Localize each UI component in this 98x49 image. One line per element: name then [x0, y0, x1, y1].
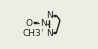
- Text: O: O: [26, 19, 33, 28]
- Text: N: N: [40, 20, 47, 28]
- Text: N: N: [46, 11, 53, 20]
- Text: CH3: CH3: [23, 29, 42, 38]
- Text: N: N: [46, 29, 53, 38]
